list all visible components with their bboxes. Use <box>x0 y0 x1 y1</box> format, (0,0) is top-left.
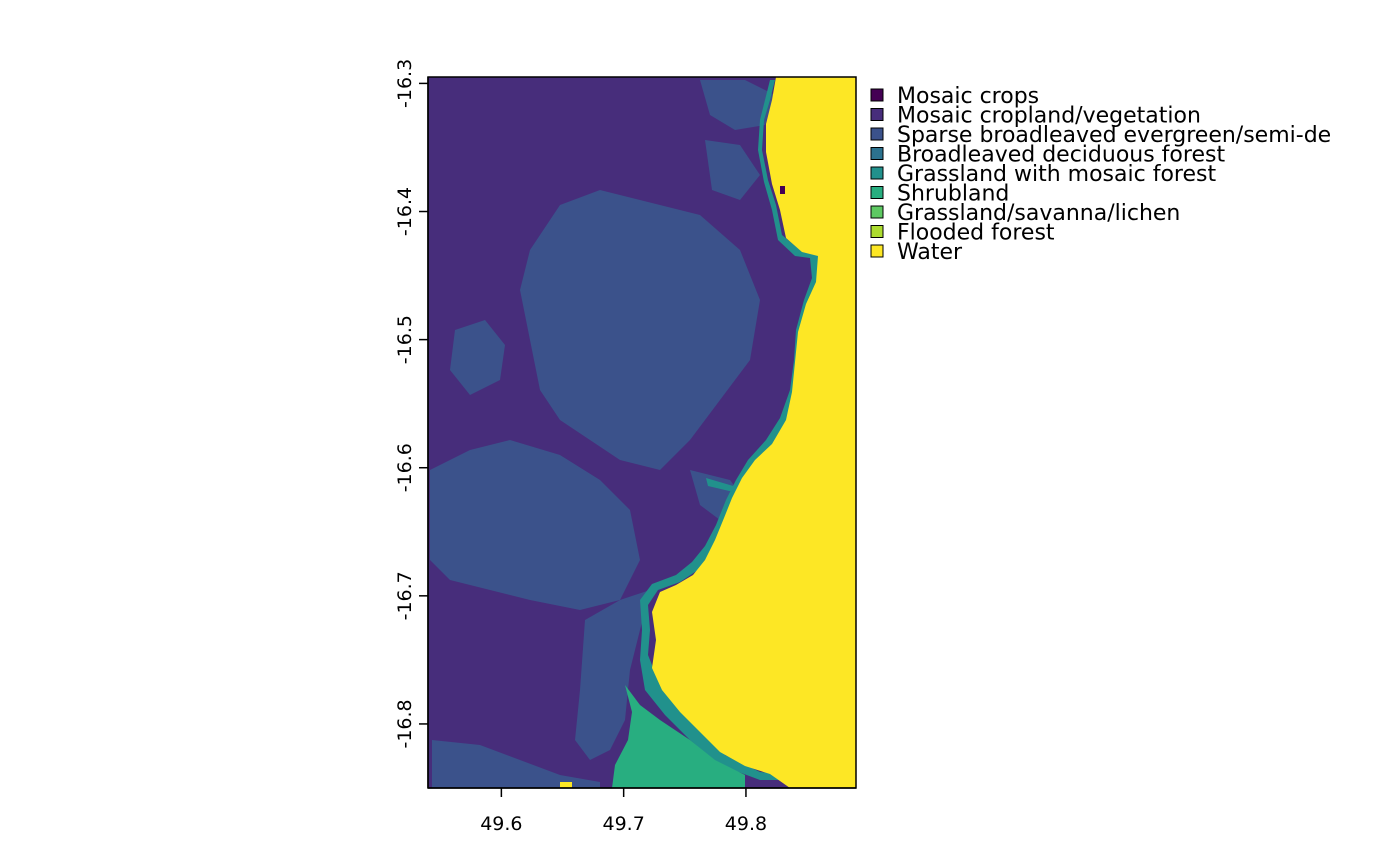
y-tick-label: -16.8 <box>394 699 416 748</box>
legend-swatch <box>870 127 884 141</box>
legend-label: Shrubland <box>897 182 1009 207</box>
water-speck <box>560 782 572 788</box>
legend-label: Grassland with mosaic forest <box>897 162 1216 187</box>
legend-label: Broadleaved deciduous forest <box>897 143 1225 168</box>
legend-swatch <box>870 244 884 258</box>
legend-label: Mosaic cropland/vegetation <box>897 104 1201 129</box>
x-axis: 49.6 49.7 49.8 <box>428 787 856 835</box>
legend-label: Water <box>897 240 963 265</box>
legend-swatch <box>870 108 884 121</box>
legend-swatch <box>870 225 884 238</box>
legend-swatch <box>870 205 884 219</box>
legend-label: Grassland/savanna/lichen <box>897 201 1180 226</box>
legend-label: Flooded forest <box>897 221 1055 246</box>
shrubland-region <box>612 685 745 788</box>
y-tick-label: -16.6 <box>394 443 416 492</box>
legend-swatch <box>870 166 884 180</box>
y-tick-label: -16.3 <box>394 59 416 108</box>
sparse-broadleaved-patches <box>430 80 775 788</box>
y-tick-label: -16.4 <box>394 187 416 236</box>
water-region <box>652 77 856 788</box>
y-axis: -16.3 -16.4 -16.5 -16.6 -16.7 -16.8 <box>394 59 429 788</box>
x-tick-label: 49.7 <box>603 813 645 835</box>
y-tick-label: -16.7 <box>394 571 416 620</box>
legend-swatch <box>870 88 884 102</box>
mosaic-crops-speck <box>780 186 785 194</box>
legend-label: Sparse broadleaved evergreen/semi-de <box>897 123 1331 148</box>
legend-label: Mosaic crops <box>897 84 1039 109</box>
legend-swatch <box>870 186 884 199</box>
x-tick-label: 49.8 <box>725 813 767 835</box>
y-tick-label: -16.5 <box>394 315 416 364</box>
coastal-fringe <box>640 80 822 780</box>
legend-swatch <box>870 147 884 160</box>
x-tick-label: 49.6 <box>480 813 522 835</box>
raster-layer <box>428 77 856 788</box>
